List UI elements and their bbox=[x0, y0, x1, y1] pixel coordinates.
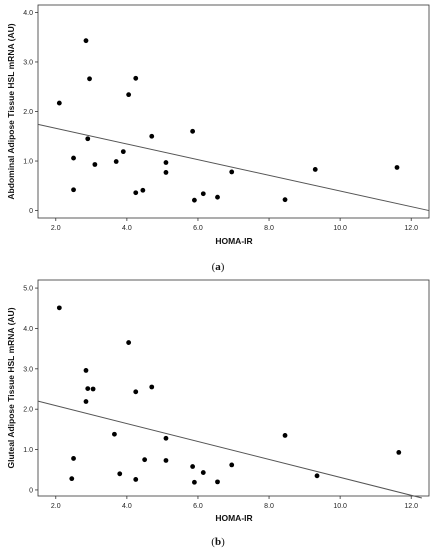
panel-b-data-point bbox=[396, 449, 402, 455]
panel-a-y-tick-label: 3.0 bbox=[23, 59, 33, 66]
panel-a-data-point bbox=[163, 170, 169, 175]
panel-a-x-tick-label: 6.0 bbox=[193, 225, 203, 232]
panel-b-y-tick-label: 1.0 bbox=[23, 447, 33, 454]
panel-a-x-tick-label: 2.0 bbox=[51, 225, 61, 232]
panel-b-data-point bbox=[133, 389, 139, 395]
panel-a-data-point bbox=[133, 75, 139, 81]
panel-a-data-point bbox=[163, 160, 169, 165]
panel-b-data-point bbox=[163, 458, 169, 463]
panel-b-data-point bbox=[126, 340, 132, 345]
panel-a-fit-line bbox=[37, 123, 430, 212]
panel-a-y-tick-label: 2.0 bbox=[23, 109, 33, 116]
panel-b-data-point bbox=[69, 476, 75, 482]
panel-a-data-point bbox=[83, 38, 89, 44]
panel-a-data-point bbox=[215, 194, 220, 200]
panel-b-data-point bbox=[117, 471, 123, 477]
panel-a-x-tick-label: 4.0 bbox=[122, 225, 132, 232]
panel-b-data-point bbox=[190, 464, 196, 469]
panel-b-data-point bbox=[314, 473, 320, 479]
panel-a-y-tick-label: 1.0 bbox=[23, 159, 33, 166]
panel-a-data-point bbox=[71, 187, 76, 193]
panel-a-data-point bbox=[190, 128, 196, 134]
panel-b-data-point bbox=[133, 477, 139, 482]
panel-a-plot-frame bbox=[37, 4, 430, 219]
panel-b-data-point bbox=[83, 368, 89, 373]
panel-b-y-axis-title: Gluteal Adipose Tissue HSL mRNA (AU) bbox=[6, 307, 16, 468]
panel-a-data-point bbox=[71, 155, 76, 161]
panel-a-x-tick-label: 12.0 bbox=[404, 225, 418, 232]
panel-b-y-tick-label: 2.0 bbox=[23, 407, 33, 414]
panel-b-chart: 2.0 4.0 6.0 8.0 10.0 12.0 0 1.0 2.0 3.0 4.0 5.0 HOM… bbox=[6, 279, 430, 548]
panel-a-label-letter: a bbox=[215, 261, 221, 273]
panel-b-data-point bbox=[149, 384, 155, 390]
panel-b-label-letter: b bbox=[215, 536, 221, 548]
panel-b-x-tick-label: 10.0 bbox=[333, 503, 347, 510]
panel-a-data-point bbox=[92, 162, 98, 167]
panel-a-x-tick-label: 8.0 bbox=[264, 225, 274, 232]
panel-b-data-point bbox=[215, 479, 220, 485]
panel-b-data-point bbox=[142, 457, 148, 463]
panel-a-y-axis-title: Abdominal Adipose Tissue HSL mRNA (AU) bbox=[6, 23, 16, 199]
panel-b-data-point bbox=[163, 435, 169, 441]
panel-a-data-point bbox=[56, 100, 62, 106]
panel-a-data-point bbox=[200, 191, 206, 197]
panel-b-x-tick-label: 6.0 bbox=[193, 503, 203, 510]
panel-b-data-point bbox=[85, 386, 91, 392]
panel-b-y-tick-label: 3.0 bbox=[23, 366, 33, 373]
panel-a-data-point bbox=[312, 167, 318, 172]
panel-a-points bbox=[56, 38, 400, 203]
panel-a-data-point bbox=[87, 76, 92, 82]
panel-a-data-point bbox=[229, 169, 235, 175]
panel-a-data-point bbox=[85, 136, 91, 142]
panel-b-points bbox=[56, 305, 402, 485]
panel-b-data-point bbox=[282, 433, 288, 438]
panel-b-data-point bbox=[71, 456, 76, 461]
panel-b-plot-frame bbox=[37, 279, 430, 497]
panel-b-data-point bbox=[112, 431, 117, 437]
panel-a-data-point bbox=[126, 92, 132, 98]
panel-b-y-tick-label: 0 bbox=[29, 487, 33, 494]
panel-a-data-point bbox=[133, 190, 139, 196]
panel-a-y-tick-label: 0 bbox=[29, 208, 33, 215]
panel-b-label: (b) bbox=[211, 536, 225, 548]
panel-b-x-axis-title: HOMA-IR bbox=[215, 513, 252, 523]
panel-a-data-point bbox=[394, 165, 400, 170]
panel-a-y-tick-label: 4.0 bbox=[23, 10, 33, 17]
panel-a-chart: 2.0 4.0 6.0 8.0 10.0 12.0 0 1.0 2.0 3.0 4.0 HOMA-I… bbox=[6, 4, 430, 273]
panel-a-data-point bbox=[192, 197, 197, 203]
panel-b-x-tick-label: 2.0 bbox=[51, 503, 61, 510]
panel-a-ticks: 2.0 4.0 6.0 8.0 10.0 12.0 0 1.0 2.0 3.0 4.0 bbox=[23, 10, 418, 232]
panel-b-y-tick-label: 4.0 bbox=[23, 326, 33, 333]
panel-a-data-point bbox=[113, 159, 119, 164]
panel-b-x-tick-label: 4.0 bbox=[122, 503, 132, 510]
panel-a-data-point bbox=[140, 187, 146, 193]
panel-b-data-point bbox=[192, 479, 197, 485]
panel-b-x-tick-label: 12.0 bbox=[404, 503, 418, 510]
panel-a-label: (a) bbox=[212, 261, 225, 273]
panel-b-data-point bbox=[83, 399, 89, 404]
panel-a-data-point bbox=[120, 149, 126, 155]
panel-a-x-axis-title: HOMA-IR bbox=[215, 236, 252, 246]
panel-b-data-point bbox=[229, 462, 235, 468]
panel-b-y-tick-label: 5.0 bbox=[23, 286, 33, 293]
panel-b-data-point bbox=[200, 470, 206, 475]
panel-b-fit-line bbox=[37, 400, 423, 499]
panel-a-data-point bbox=[149, 133, 155, 139]
panel-a-data-point bbox=[282, 197, 288, 203]
panel-a-x-tick-label: 10.0 bbox=[333, 225, 347, 232]
panel-b-ticks: 2.0 4.0 6.0 8.0 10.0 12.0 0 1.0 2.0 3.0 4.0 5.0 bbox=[23, 286, 418, 510]
panel-b-x-tick-label: 8.0 bbox=[264, 503, 274, 510]
panel-b-data-point bbox=[56, 305, 62, 311]
panel-b-data-point bbox=[90, 386, 96, 392]
